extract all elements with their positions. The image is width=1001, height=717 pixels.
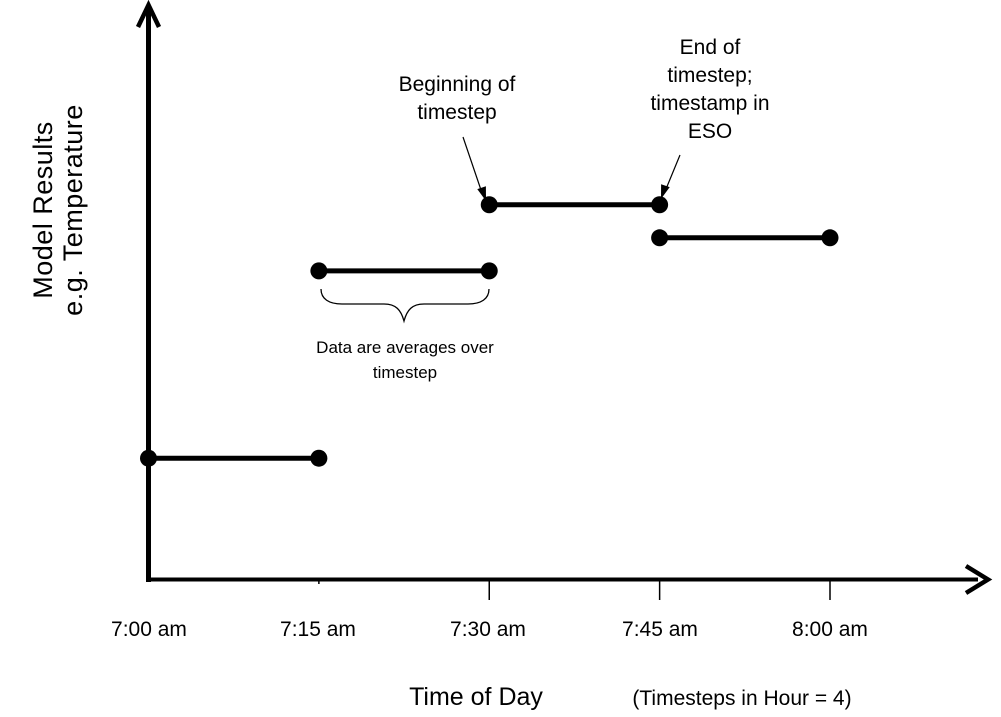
beginning-leader-arrowhead-icon	[477, 186, 486, 201]
x-tick-label-715am: 7:15 am	[280, 618, 356, 641]
segment-endpoint-dot	[821, 229, 839, 247]
x-axis-title: Time of Day	[409, 683, 543, 711]
annotation-beginning-of-timestep: Beginning of timestep	[398, 73, 516, 124]
x-axis-note: (Timesteps in Hour = 4)	[632, 687, 852, 710]
segment-endpoint-dot	[140, 449, 157, 467]
annotation-data-averages: Data are averages over timestep	[316, 338, 494, 382]
data-layer	[140, 196, 839, 600]
x-tick-label-800am: 8:00 am	[792, 618, 868, 641]
end-leader-arrowhead-icon	[661, 184, 670, 199]
y-axis-label: Model Results e.g. Temperature	[28, 0, 88, 470]
end-leader-line	[665, 154, 681, 190]
x-tick-label-730am: 7:30 am	[450, 618, 526, 641]
beginning-leader-line	[462, 136, 482, 191]
x-axis-arrowhead-icon	[964, 564, 993, 595]
segment-endpoint-dot	[651, 196, 669, 214]
annotation-end-of-timestep: End of timestep; timestamp in ESO	[650, 36, 770, 143]
y-axis-label-line1: Model Results	[28, 121, 58, 299]
brace-icon	[320, 288, 490, 324]
segment-endpoint-dot	[651, 229, 669, 247]
segment-endpoint-dot	[480, 262, 498, 280]
x-tick-label-745am: 7:45 am	[622, 618, 698, 641]
y-axis-label-line2: e.g. Temperature	[58, 104, 88, 316]
segment-endpoint-dot	[310, 262, 328, 280]
x-tick-label-700am: 7:00 am	[111, 618, 187, 641]
segment-endpoint-dot	[310, 449, 328, 467]
segment-endpoint-dot	[480, 196, 498, 214]
y-axis-arrowhead-icon	[135, 0, 162, 28]
